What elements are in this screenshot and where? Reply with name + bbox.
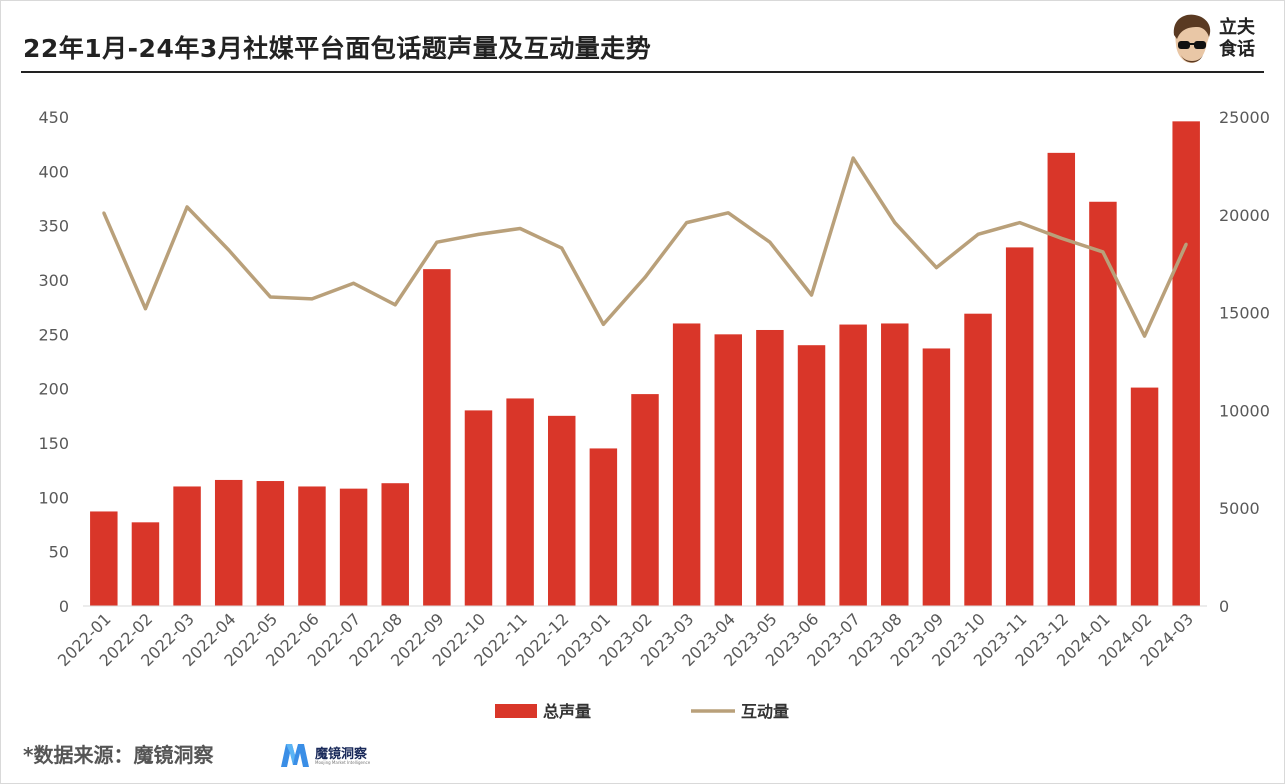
bar-2022-08 (381, 483, 409, 606)
logo-line2: 食话 (1219, 39, 1255, 60)
line-point-2022-07 (352, 281, 356, 285)
y-left-tick-label: 150 (38, 434, 69, 453)
line-point-2022-09 (435, 240, 439, 244)
bar-2022-11 (506, 398, 534, 606)
line-point-2023-11 (1018, 221, 1022, 225)
y-left-tick-label: 50 (49, 543, 69, 562)
line-point-2023-01 (601, 322, 605, 326)
y-left-tick-label: 0 (59, 597, 69, 616)
brand-logo: 立夫 食话 (1167, 13, 1267, 69)
line-point-2023-07 (851, 156, 855, 160)
legend-swatch-bar (495, 704, 537, 718)
line-point-2022-10 (476, 232, 480, 236)
bar-2022-12 (548, 415, 576, 606)
bar-2023-09 (922, 348, 951, 606)
bar-2024-03 (1172, 121, 1200, 606)
y-right-tick-label: 25000 (1219, 108, 1270, 127)
line-point-2022-08 (393, 303, 397, 307)
y-right-tick-label: 0 (1219, 597, 1229, 616)
bar-2023-01 (589, 448, 618, 606)
bar-2023-11 (1005, 247, 1034, 606)
bar-2023-02 (631, 394, 659, 606)
y-left-tick-label: 250 (38, 325, 69, 344)
line-point-2022-02 (143, 307, 147, 311)
line-point-2023-05 (768, 240, 772, 244)
y-left-tick-label: 400 (38, 162, 69, 181)
y-right-tick-label: 15000 (1219, 304, 1270, 323)
bar-2022-10 (464, 410, 493, 606)
line-point-2024-01 (1101, 250, 1105, 254)
bar-2022-07 (339, 488, 368, 606)
y-right-tick-label: 20000 (1219, 206, 1270, 225)
line-point-2022-12 (560, 246, 564, 250)
bar-2023-10 (964, 313, 992, 606)
y-left-tick-label: 300 (38, 271, 69, 290)
line-point-2022-11 (518, 226, 522, 230)
logo-text: 立夫 食话 (1219, 17, 1263, 61)
bar-2022-06 (298, 486, 326, 606)
bar-2022-04 (214, 479, 243, 606)
line-point-2022-03 (185, 205, 189, 209)
avatar-icon (1173, 14, 1211, 63)
line-point-2022-01 (102, 211, 106, 215)
y-right-tick-label: 10000 (1219, 401, 1270, 420)
line-point-2023-03 (685, 221, 689, 225)
line-point-2023-12 (1059, 236, 1063, 240)
bar-2022-05 (256, 481, 285, 606)
bar-2024-01 (1089, 201, 1117, 606)
line-point-2024-02 (1143, 334, 1147, 338)
y-left-tick-label: 200 (38, 380, 69, 399)
brand-subtitle: Moojing Market Intelligence (315, 760, 371, 765)
line-point-2023-02 (643, 275, 647, 279)
logo-line1: 立夫 (1219, 17, 1255, 38)
bar-2023-12 (1047, 152, 1076, 607)
bar-2022-01 (90, 511, 118, 606)
y-left-tick-label: 450 (38, 108, 69, 127)
bar-2023-06 (797, 345, 826, 606)
title-rule (21, 71, 1264, 73)
y-left-tick-label: 350 (38, 217, 69, 236)
line-point-2023-08 (893, 221, 897, 225)
line-point-2024-03 (1184, 242, 1188, 246)
bar-2023-08 (881, 323, 909, 606)
data-source: *数据来源：魔镜洞察 (23, 743, 214, 767)
y-left-tick-label: 100 (38, 488, 69, 507)
line-point-2022-04 (227, 248, 231, 252)
bar-2022-03 (173, 486, 201, 606)
brand-name: 魔镜洞察 (315, 747, 368, 762)
line-point-2022-05 (268, 295, 272, 299)
line-point-2022-06 (310, 297, 314, 301)
bar-2022-02 (131, 522, 160, 606)
combo-chart: 0 50 100 150 200 250 300 350 400 450 0 5000 10000 150… (38, 108, 1270, 721)
line-point-2023-06 (810, 293, 814, 297)
bar-2023-07 (839, 324, 867, 606)
legend-label-line: 互动量 (741, 702, 789, 721)
bar-2022-09 (423, 269, 451, 606)
moojing-logo-icon (281, 744, 309, 767)
legend-label-bar: 总声量 (543, 702, 591, 721)
moojing-brand: 魔镜洞察 Moojing Market Intelligence (279, 741, 379, 771)
chart-title: 22年1月-24年3月社媒平台面包话题声量及互动量走势 (23, 34, 652, 63)
line-point-2023-09 (934, 266, 938, 270)
bar-2024-02 (1130, 387, 1159, 606)
bar-2023-04 (714, 334, 742, 606)
bar-2023-03 (672, 323, 701, 606)
y-right-tick-label: 5000 (1219, 499, 1260, 518)
line-point-2023-10 (976, 232, 980, 236)
bar-2023-05 (756, 329, 784, 606)
line-point-2023-04 (726, 211, 730, 215)
